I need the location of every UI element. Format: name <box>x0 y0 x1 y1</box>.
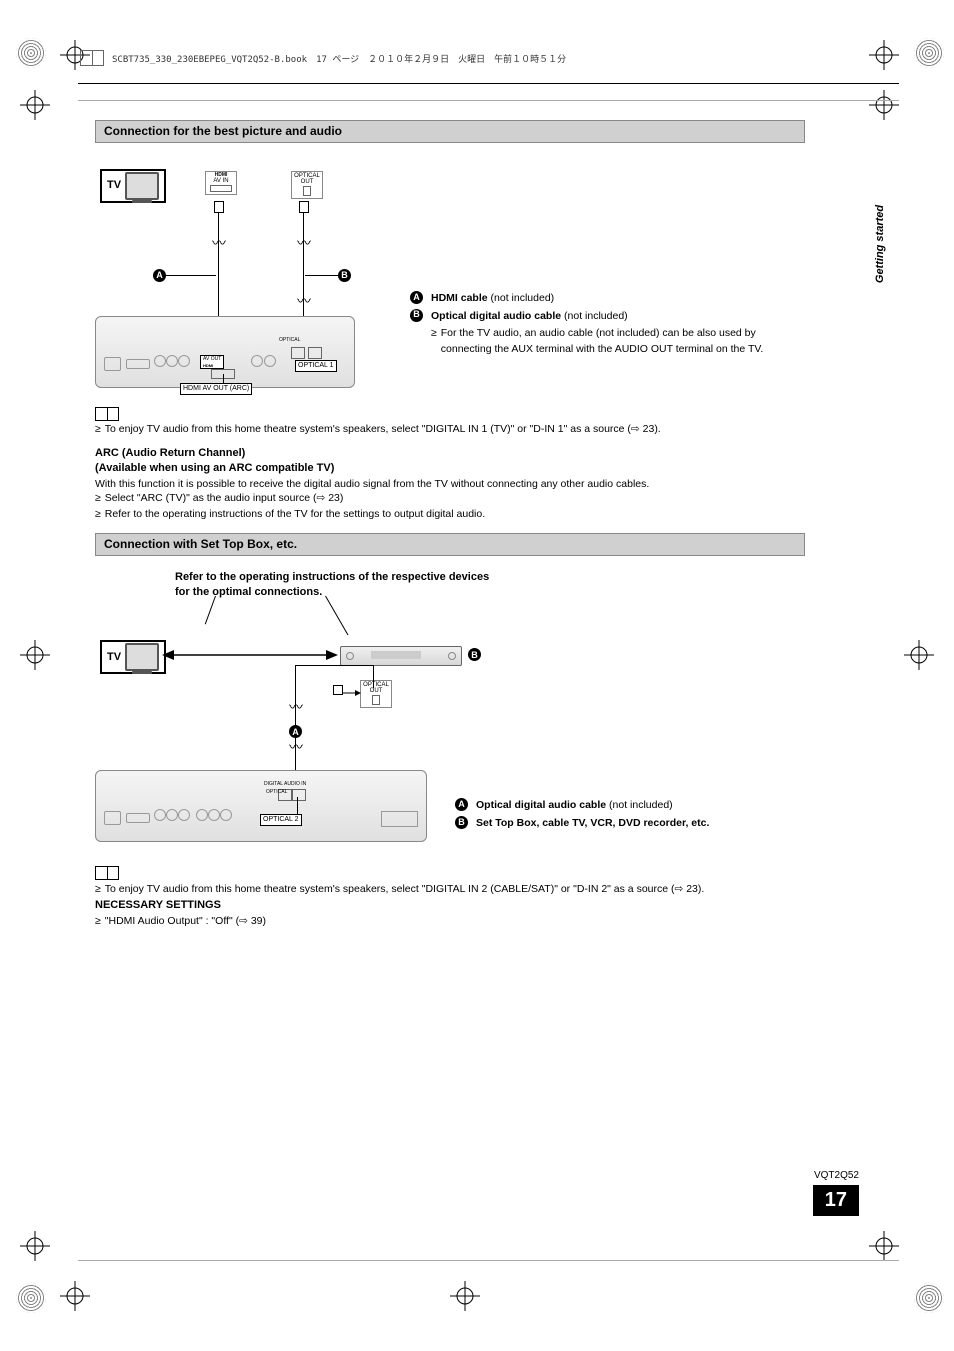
cable-squiggle: 〰 <box>297 299 311 303</box>
stb-box <box>340 646 462 666</box>
crop-mark <box>904 640 934 670</box>
tv-icon <box>125 643 159 671</box>
optical-out-2: OPTICAL OUT <box>360 680 392 708</box>
optical1-label: OPTICAL 1 <box>295 360 337 372</box>
plug-icon <box>333 685 343 695</box>
legend2-b-icon: B <box>455 816 468 829</box>
tv-box: TV <box>100 169 166 203</box>
label-b: B <box>338 269 351 282</box>
corner-graphic <box>16 38 46 68</box>
header-filename: SCBT735_330_230EBEPEG_VQT2Q52-B.book 17 … <box>80 50 566 66</box>
plug-icon <box>214 201 224 213</box>
line <box>325 596 348 635</box>
section1-title: Connection for the best picture and audi… <box>95 120 805 143</box>
cable-squiggle: 〰 <box>212 241 226 245</box>
section2-instruction: Refer to the operating instructions of t… <box>175 570 495 601</box>
doc-code: VQT2Q52 <box>813 1170 859 1181</box>
arc-title: ARC (Audio Return Channel) <box>95 446 805 461</box>
label-a-2: A <box>289 725 302 738</box>
legend-b-icon: B <box>410 309 423 322</box>
arrow-small <box>343 688 361 698</box>
hdmi-out-label: HDMI AV OUT (ARC) <box>180 383 252 395</box>
note-block-2 <box>95 866 805 881</box>
optical-out-port: OPTICAL OUT <box>291 171 323 199</box>
arc-subtitle: (Available when using an ARC compatible … <box>95 461 805 476</box>
legend-a-icon: A <box>410 291 423 304</box>
line <box>166 275 216 276</box>
tv-icon <box>125 172 159 200</box>
diagram-2: TV B OPTICAL OUT 〰 〰 A <box>95 600 805 860</box>
cable-squiggle: 〰 <box>289 745 303 749</box>
av-out-label: AV OUT HDMI <box>200 355 224 370</box>
legend-2: A Optical digital audio cable (not inclu… <box>455 798 795 834</box>
plug-icon <box>299 201 309 213</box>
nec-b1: "HDMI Audio Output" : "Off" (⇨ 39) <box>105 914 266 929</box>
nec-settings-title: NECESSARY SETTINGS <box>95 898 805 913</box>
side-tab: Getting started <box>871 140 889 250</box>
legend2-a-icon: A <box>455 798 468 811</box>
line <box>297 797 298 814</box>
device-panel: OPTICAL <box>95 316 355 388</box>
crop-mark <box>450 1281 480 1311</box>
line <box>305 275 338 276</box>
corner-graphic <box>914 38 944 68</box>
diagram-1: TV HDMI AV IN OPTICAL OUT 〰 〰 A 〰 〰 B <box>95 151 805 401</box>
page-number-box: VQT2Q52 17 <box>813 1170 859 1216</box>
cable-squiggle: 〰 <box>289 705 303 709</box>
legend-1: A HDMI cable (not included) B Optical di… <box>410 291 790 358</box>
line <box>205 596 216 625</box>
arrows <box>160 645 340 665</box>
tv-box-2: TV <box>100 640 166 674</box>
label-b-2: B <box>468 648 481 661</box>
label-a: A <box>153 269 166 282</box>
optical2-label: OPTICAL 2 <box>260 814 302 826</box>
arc-b1: Select "ARC (TV)" as the audio input sou… <box>105 491 344 506</box>
cable-a-2v2 <box>373 665 374 688</box>
arc-b2: Refer to the operating instructions of t… <box>105 507 485 522</box>
arc-text: With this function it is possible to rec… <box>95 477 805 492</box>
hdmi-in-port: HDMI AV IN <box>205 171 237 195</box>
note-icon <box>95 866 119 880</box>
crop-mark <box>20 90 50 120</box>
tv-label: TV <box>107 178 121 193</box>
crop-mark <box>20 1231 50 1261</box>
header-text: SCBT735_330_230EBEPEG_VQT2Q52-B.book 17 … <box>112 52 566 65</box>
line <box>223 374 224 383</box>
book-icon <box>80 50 104 66</box>
cable-a-2 <box>295 665 373 666</box>
section2-title: Connection with Set Top Box, etc. <box>95 533 805 556</box>
side-tab-text: Getting started <box>874 205 886 283</box>
tv-label-2: TV <box>107 650 121 665</box>
crop-mark <box>20 640 50 670</box>
note1-text: To enjoy TV audio from this home theatre… <box>105 422 661 437</box>
corner-graphic <box>914 1283 944 1313</box>
device-panel-2: DIGITAL AUDIO IN OPTICAL <box>95 770 427 842</box>
note-icon <box>95 407 119 421</box>
cable-squiggle: 〰 <box>297 241 311 245</box>
legend-sub-text: For the TV audio, an audio cable (not in… <box>441 326 790 358</box>
corner-graphic <box>16 1283 46 1313</box>
crop-mark <box>869 40 899 70</box>
crop-mark <box>60 1281 90 1311</box>
page-number: 17 <box>813 1185 859 1216</box>
note-block <box>95 407 805 422</box>
header-rule <box>78 83 899 84</box>
note2-text: To enjoy TV audio from this home theatre… <box>105 882 705 897</box>
